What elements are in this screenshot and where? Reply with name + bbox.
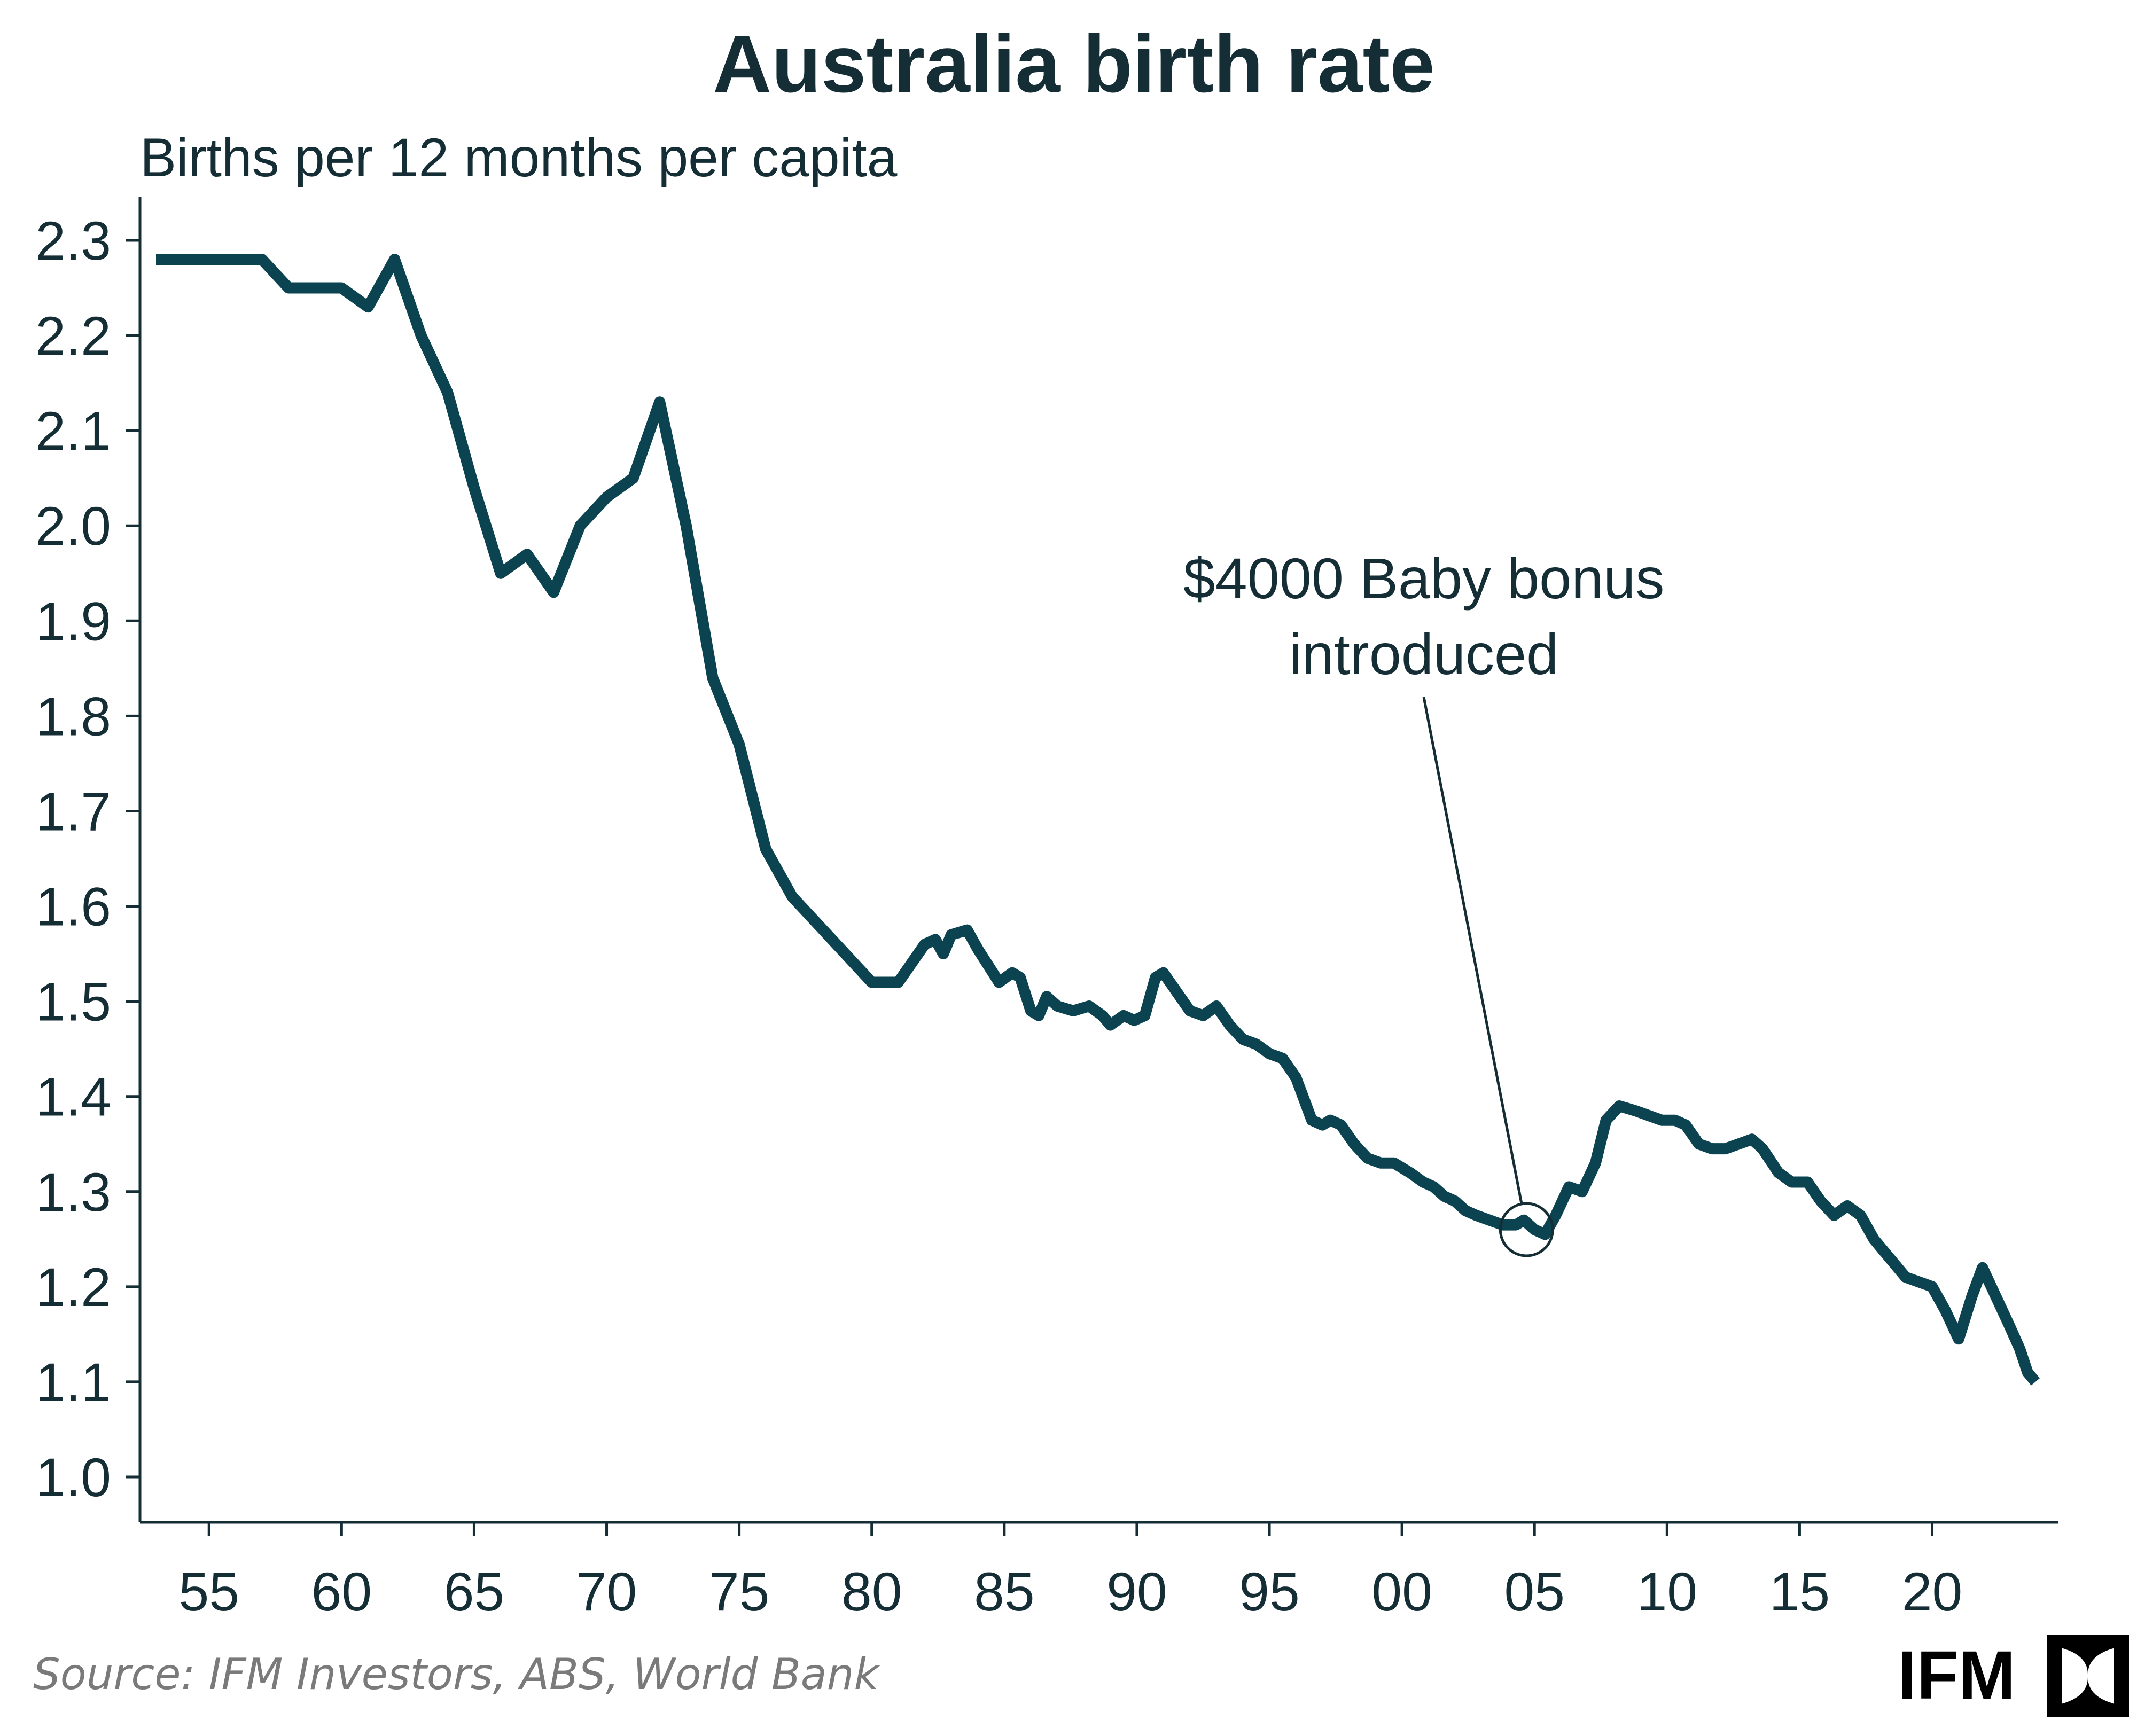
annotation-leader-line [1422, 697, 1523, 1205]
y-tick-label: 1.0 [35, 1447, 111, 1508]
ifm-logo-text: IFM [1898, 1637, 2015, 1714]
y-tick-label: 1.3 [35, 1162, 111, 1223]
y-tick-label: 2.2 [35, 306, 111, 366]
y-tick-label: 1.2 [35, 1257, 111, 1318]
x-tick-label: 80 [841, 1561, 902, 1622]
x-tick-label: 75 [709, 1561, 769, 1622]
source-note: Source: IFM Investors, ABS, World Bank [33, 1649, 880, 1699]
series-line [156, 254, 2040, 1386]
x-tick-label: 90 [1106, 1561, 1167, 1622]
annotation-line-1: $4000 Baby bonus [1183, 546, 1665, 611]
ifm-logo-icon [2047, 1635, 2129, 1717]
x-tick-label: 70 [576, 1561, 637, 1622]
y-tick-label: 1.8 [35, 686, 111, 747]
y-tick-label: 1.4 [35, 1067, 111, 1128]
chart-title: Australia birth rate [713, 19, 1434, 110]
annotation-circle [1499, 1202, 1554, 1257]
x-tick-label: 65 [444, 1561, 504, 1622]
x-tick-label: 15 [1769, 1561, 1830, 1622]
y-tick-label: 2.1 [35, 401, 111, 462]
x-tick-label: 85 [974, 1561, 1034, 1622]
x-ticks: 55 60 65 70 75 80 85 90 95 00 05 10 15 20 [179, 1522, 1962, 1622]
x-tick-label: 10 [1637, 1561, 1697, 1622]
annotation-line-2: introduced [1289, 622, 1558, 686]
y-ticks: 1.0 1.1 1.2 1.3 1.4 1.5 1.6 1.7 1.8 1.9 2.0 2.1 2.2 2… [35, 210, 140, 1508]
y-tick-label: 2.3 [35, 210, 111, 271]
y-axis-label: Births per 12 months per capita [140, 127, 898, 188]
ifm-logo: IFM [1898, 1635, 2129, 1717]
x-tick-label: 20 [1902, 1561, 1962, 1622]
y-tick-label: 1.5 [35, 972, 111, 1033]
y-tick-label: 1.7 [35, 781, 111, 842]
x-tick-label: 55 [179, 1561, 239, 1622]
series [156, 254, 2040, 1386]
y-tick-label: 1.1 [35, 1352, 111, 1413]
y-tick-label: 2.0 [35, 496, 111, 557]
x-tick-label: 95 [1239, 1561, 1299, 1622]
x-tick-label: 60 [311, 1561, 372, 1622]
x-tick-label: 05 [1504, 1561, 1564, 1622]
y-tick-label: 1.9 [35, 591, 111, 652]
x-tick-label: 00 [1371, 1561, 1432, 1622]
annotation: $4000 Baby bonus introduced [1183, 546, 1665, 1257]
y-tick-label: 1.6 [35, 877, 111, 937]
